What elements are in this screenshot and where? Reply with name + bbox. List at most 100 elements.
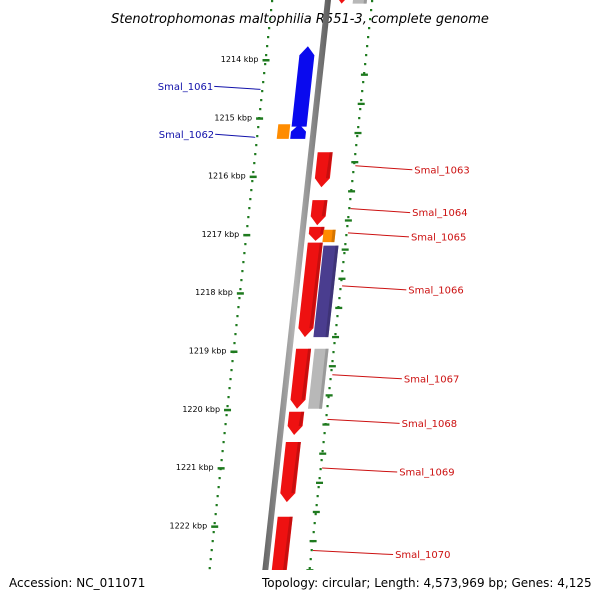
- tick-label: 1214 kbp: [221, 55, 259, 64]
- gene-label: Smal_1066: [408, 285, 463, 296]
- minor-tick: [360, 73, 368, 76]
- reverse-strand-dot: [231, 360, 234, 363]
- reverse-strand-dot: [270, 9, 273, 12]
- forward-strand-dot: [371, 0, 374, 3]
- forward-strand-dot: [347, 216, 350, 219]
- minor-tick: [312, 510, 320, 514]
- forward-strand-dot: [355, 144, 358, 147]
- forward-strand-dot: [341, 270, 344, 273]
- tick-mark: [224, 408, 232, 412]
- tick-mark: [236, 292, 244, 295]
- tick-label: 1215 kbp: [214, 113, 252, 122]
- reverse-strand-dot: [221, 450, 224, 453]
- reverse-strand-dot: [210, 549, 213, 552]
- reverse-strand-dot: [266, 45, 269, 48]
- forward-strand-dot: [334, 333, 337, 336]
- gene-label: Smal_1061: [158, 82, 213, 93]
- smal-1068-arrow: [287, 411, 305, 435]
- gene-shade: [291, 442, 301, 494]
- reverse-strand-dot: [224, 423, 227, 426]
- minor-tick: [357, 102, 365, 106]
- smal-1061-arrow: [291, 46, 315, 127]
- forward-strand-dot: [342, 261, 345, 264]
- forward-strand-dot: [336, 315, 339, 318]
- gene-shade: [331, 229, 336, 243]
- reverse-strand-dot: [244, 243, 247, 246]
- gene-arrow: [339, 0, 346, 4]
- backbone-line: [259, 0, 331, 600]
- forward-strand-dot: [352, 171, 355, 174]
- forward-strand-dot: [370, 9, 373, 12]
- minor-tick: [325, 394, 333, 397]
- forward-strand-dot: [316, 495, 319, 498]
- gene-labels: Smal_1061 Smal_1062 Smal_1063 Smal_1064 Smal…: [158, 82, 470, 561]
- gene-shade: [298, 411, 305, 426]
- gene-shade: [301, 348, 312, 400]
- forward-strand-dot: [308, 567, 311, 570]
- smal-1062-arrow: [290, 124, 306, 139]
- reverse-strand-dot: [260, 99, 263, 102]
- reverse-strand-dot: [243, 252, 246, 255]
- gene-shade: [321, 200, 328, 217]
- minor-tick: [322, 423, 330, 426]
- label-leader: [322, 467, 398, 473]
- forward-strand-dot: [361, 90, 364, 93]
- smal-1069-arrow: [280, 442, 301, 503]
- forward-strand-dot: [344, 243, 347, 246]
- reverse-strand-dot: [212, 531, 215, 534]
- smal-1067-arrow: [290, 348, 312, 409]
- label-leader: [350, 208, 411, 214]
- forward-strand-dot: [318, 477, 321, 480]
- reverse-strand-dot: [228, 387, 231, 390]
- forward-strand-dot: [343, 252, 346, 255]
- gene-label: Smal_1068: [402, 419, 457, 430]
- forward-strand-dot: [310, 549, 313, 552]
- topology-label: Topology: circular; Length: 4,573,969 bp…: [261, 576, 592, 590]
- forward-strand-dot: [327, 396, 330, 399]
- reverse-strand-dot: [252, 171, 255, 174]
- gene-label: Smal_1062: [159, 130, 214, 141]
- gene-shade: [325, 245, 339, 338]
- reverse-strand-dot: [251, 180, 254, 183]
- reverse-strand-dot: [255, 144, 258, 147]
- minor-tick: [332, 335, 340, 339]
- gene-arrow: [276, 124, 291, 139]
- reverse-strand-dot: [263, 72, 266, 75]
- reverse-strand-dot: [218, 477, 221, 480]
- minor-tick: [319, 452, 327, 455]
- minor-tick: [354, 131, 362, 135]
- tick-mark: [243, 233, 251, 237]
- minor-tick: [338, 277, 346, 280]
- forward-strand-dot: [350, 189, 353, 192]
- forward-strand-dot: [309, 558, 312, 561]
- minor-tick: [341, 248, 349, 251]
- forward-strand-dot: [330, 369, 333, 372]
- reverse-strand-dot: [235, 324, 238, 327]
- reverse-strand-dot: [213, 522, 216, 525]
- forward-strand-dot: [325, 414, 328, 417]
- tick-mark: [262, 59, 270, 62]
- forward-strand-dot: [348, 207, 351, 210]
- label-leader: [214, 85, 261, 90]
- reverse-strand-dot: [249, 198, 252, 201]
- gene-shade: [309, 242, 323, 329]
- reverse-strand-dot: [225, 414, 228, 417]
- reverse-strand-dot: [242, 261, 245, 264]
- tick-mark: [217, 467, 225, 470]
- gene-shade: [319, 348, 329, 409]
- tick-label: 1220 kbp: [182, 405, 220, 414]
- forward-strand-dot: [357, 126, 360, 129]
- reverse-strand-dot: [214, 513, 217, 516]
- gene-label: Smal_1070: [395, 550, 450, 561]
- forward-strand-dot: [346, 225, 349, 228]
- forward-strand-dot: [368, 27, 371, 30]
- reverse-strand-dot: [267, 36, 270, 39]
- forward-strand-dot: [340, 279, 343, 282]
- forward-strand-dot: [315, 504, 318, 507]
- label-leader: [312, 550, 394, 556]
- forward-strand-dot: [351, 180, 354, 183]
- minor-tick: [351, 161, 359, 164]
- label-leader: [332, 374, 402, 380]
- tick-mark: [211, 525, 219, 528]
- reverse-strand-dot: [216, 495, 219, 498]
